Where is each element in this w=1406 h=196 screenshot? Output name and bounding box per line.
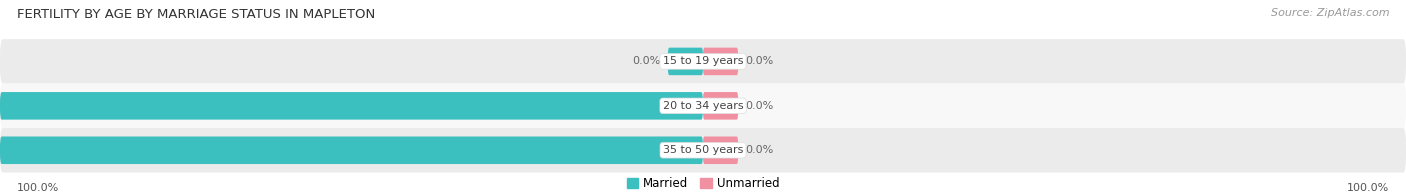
FancyBboxPatch shape bbox=[0, 92, 703, 120]
Text: 35 to 50 years: 35 to 50 years bbox=[662, 145, 744, 155]
FancyBboxPatch shape bbox=[703, 136, 738, 164]
Text: 0.0%: 0.0% bbox=[745, 101, 773, 111]
FancyBboxPatch shape bbox=[703, 92, 738, 120]
FancyBboxPatch shape bbox=[0, 84, 1406, 128]
FancyBboxPatch shape bbox=[0, 136, 703, 164]
FancyBboxPatch shape bbox=[0, 128, 1406, 172]
FancyBboxPatch shape bbox=[703, 48, 738, 75]
Text: 15 to 19 years: 15 to 19 years bbox=[662, 56, 744, 66]
Text: 0.0%: 0.0% bbox=[633, 56, 661, 66]
Text: 100.0%: 100.0% bbox=[17, 183, 59, 193]
Text: 100.0%: 100.0% bbox=[1347, 183, 1389, 193]
Text: 20 to 34 years: 20 to 34 years bbox=[662, 101, 744, 111]
FancyBboxPatch shape bbox=[668, 48, 703, 75]
FancyBboxPatch shape bbox=[0, 39, 1406, 84]
Text: 0.0%: 0.0% bbox=[745, 56, 773, 66]
Legend: Married, Unmarried: Married, Unmarried bbox=[627, 177, 779, 190]
Text: FERTILITY BY AGE BY MARRIAGE STATUS IN MAPLETON: FERTILITY BY AGE BY MARRIAGE STATUS IN M… bbox=[17, 8, 375, 21]
Text: 0.0%: 0.0% bbox=[745, 145, 773, 155]
Text: Source: ZipAtlas.com: Source: ZipAtlas.com bbox=[1271, 8, 1389, 18]
